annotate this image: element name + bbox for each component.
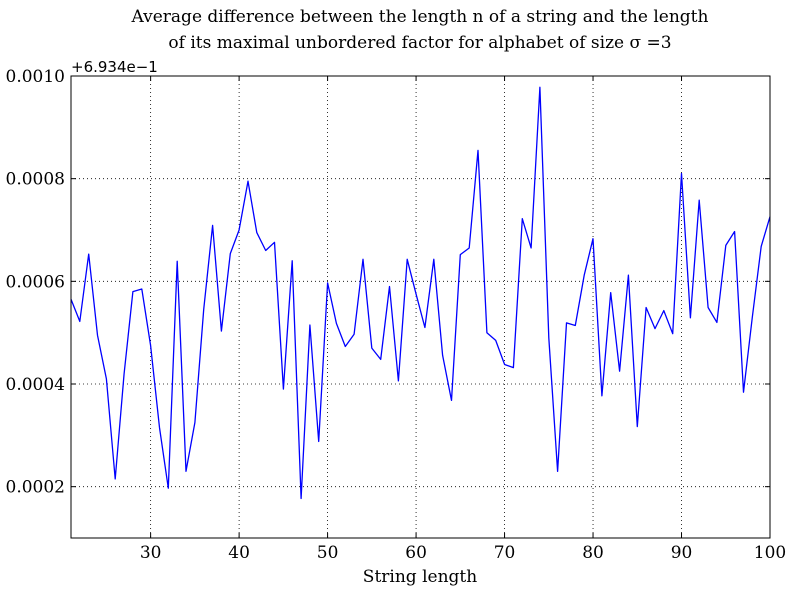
axis-ticks: 30 40 50 60 70 80 90 100 0.0002 0.0004 0.0006 0.000…: [6, 67, 787, 563]
series-line: [70, 86, 771, 500]
y-tick-label: 0.0006: [6, 272, 65, 292]
x-tick-label: 60: [405, 543, 427, 563]
x-tick-label: 80: [582, 543, 604, 563]
y-tick-label: 0.0004: [6, 375, 65, 395]
x-tick-label: 30: [140, 543, 162, 563]
chart-title-line-1: Average difference between the length n …: [131, 7, 709, 27]
x-tick-label: 100: [754, 543, 786, 563]
x-tick-label: 70: [494, 543, 516, 563]
grid: [71, 76, 770, 538]
y-offset-label: +6.934e−1: [71, 58, 158, 76]
x-axis-label: String length: [363, 567, 477, 587]
plot-frame: [70, 75, 771, 539]
x-tick-label: 50: [317, 543, 339, 563]
y-tick-label: 0.0002: [6, 478, 65, 498]
y-tick-label: 0.0010: [6, 67, 65, 87]
x-tick-label: 40: [228, 543, 250, 563]
x-tick-label: 90: [671, 543, 693, 563]
chart-title-line-2: of its maximal unbordered factor for alp…: [168, 33, 671, 53]
y-tick-label: 0.0008: [6, 170, 65, 190]
